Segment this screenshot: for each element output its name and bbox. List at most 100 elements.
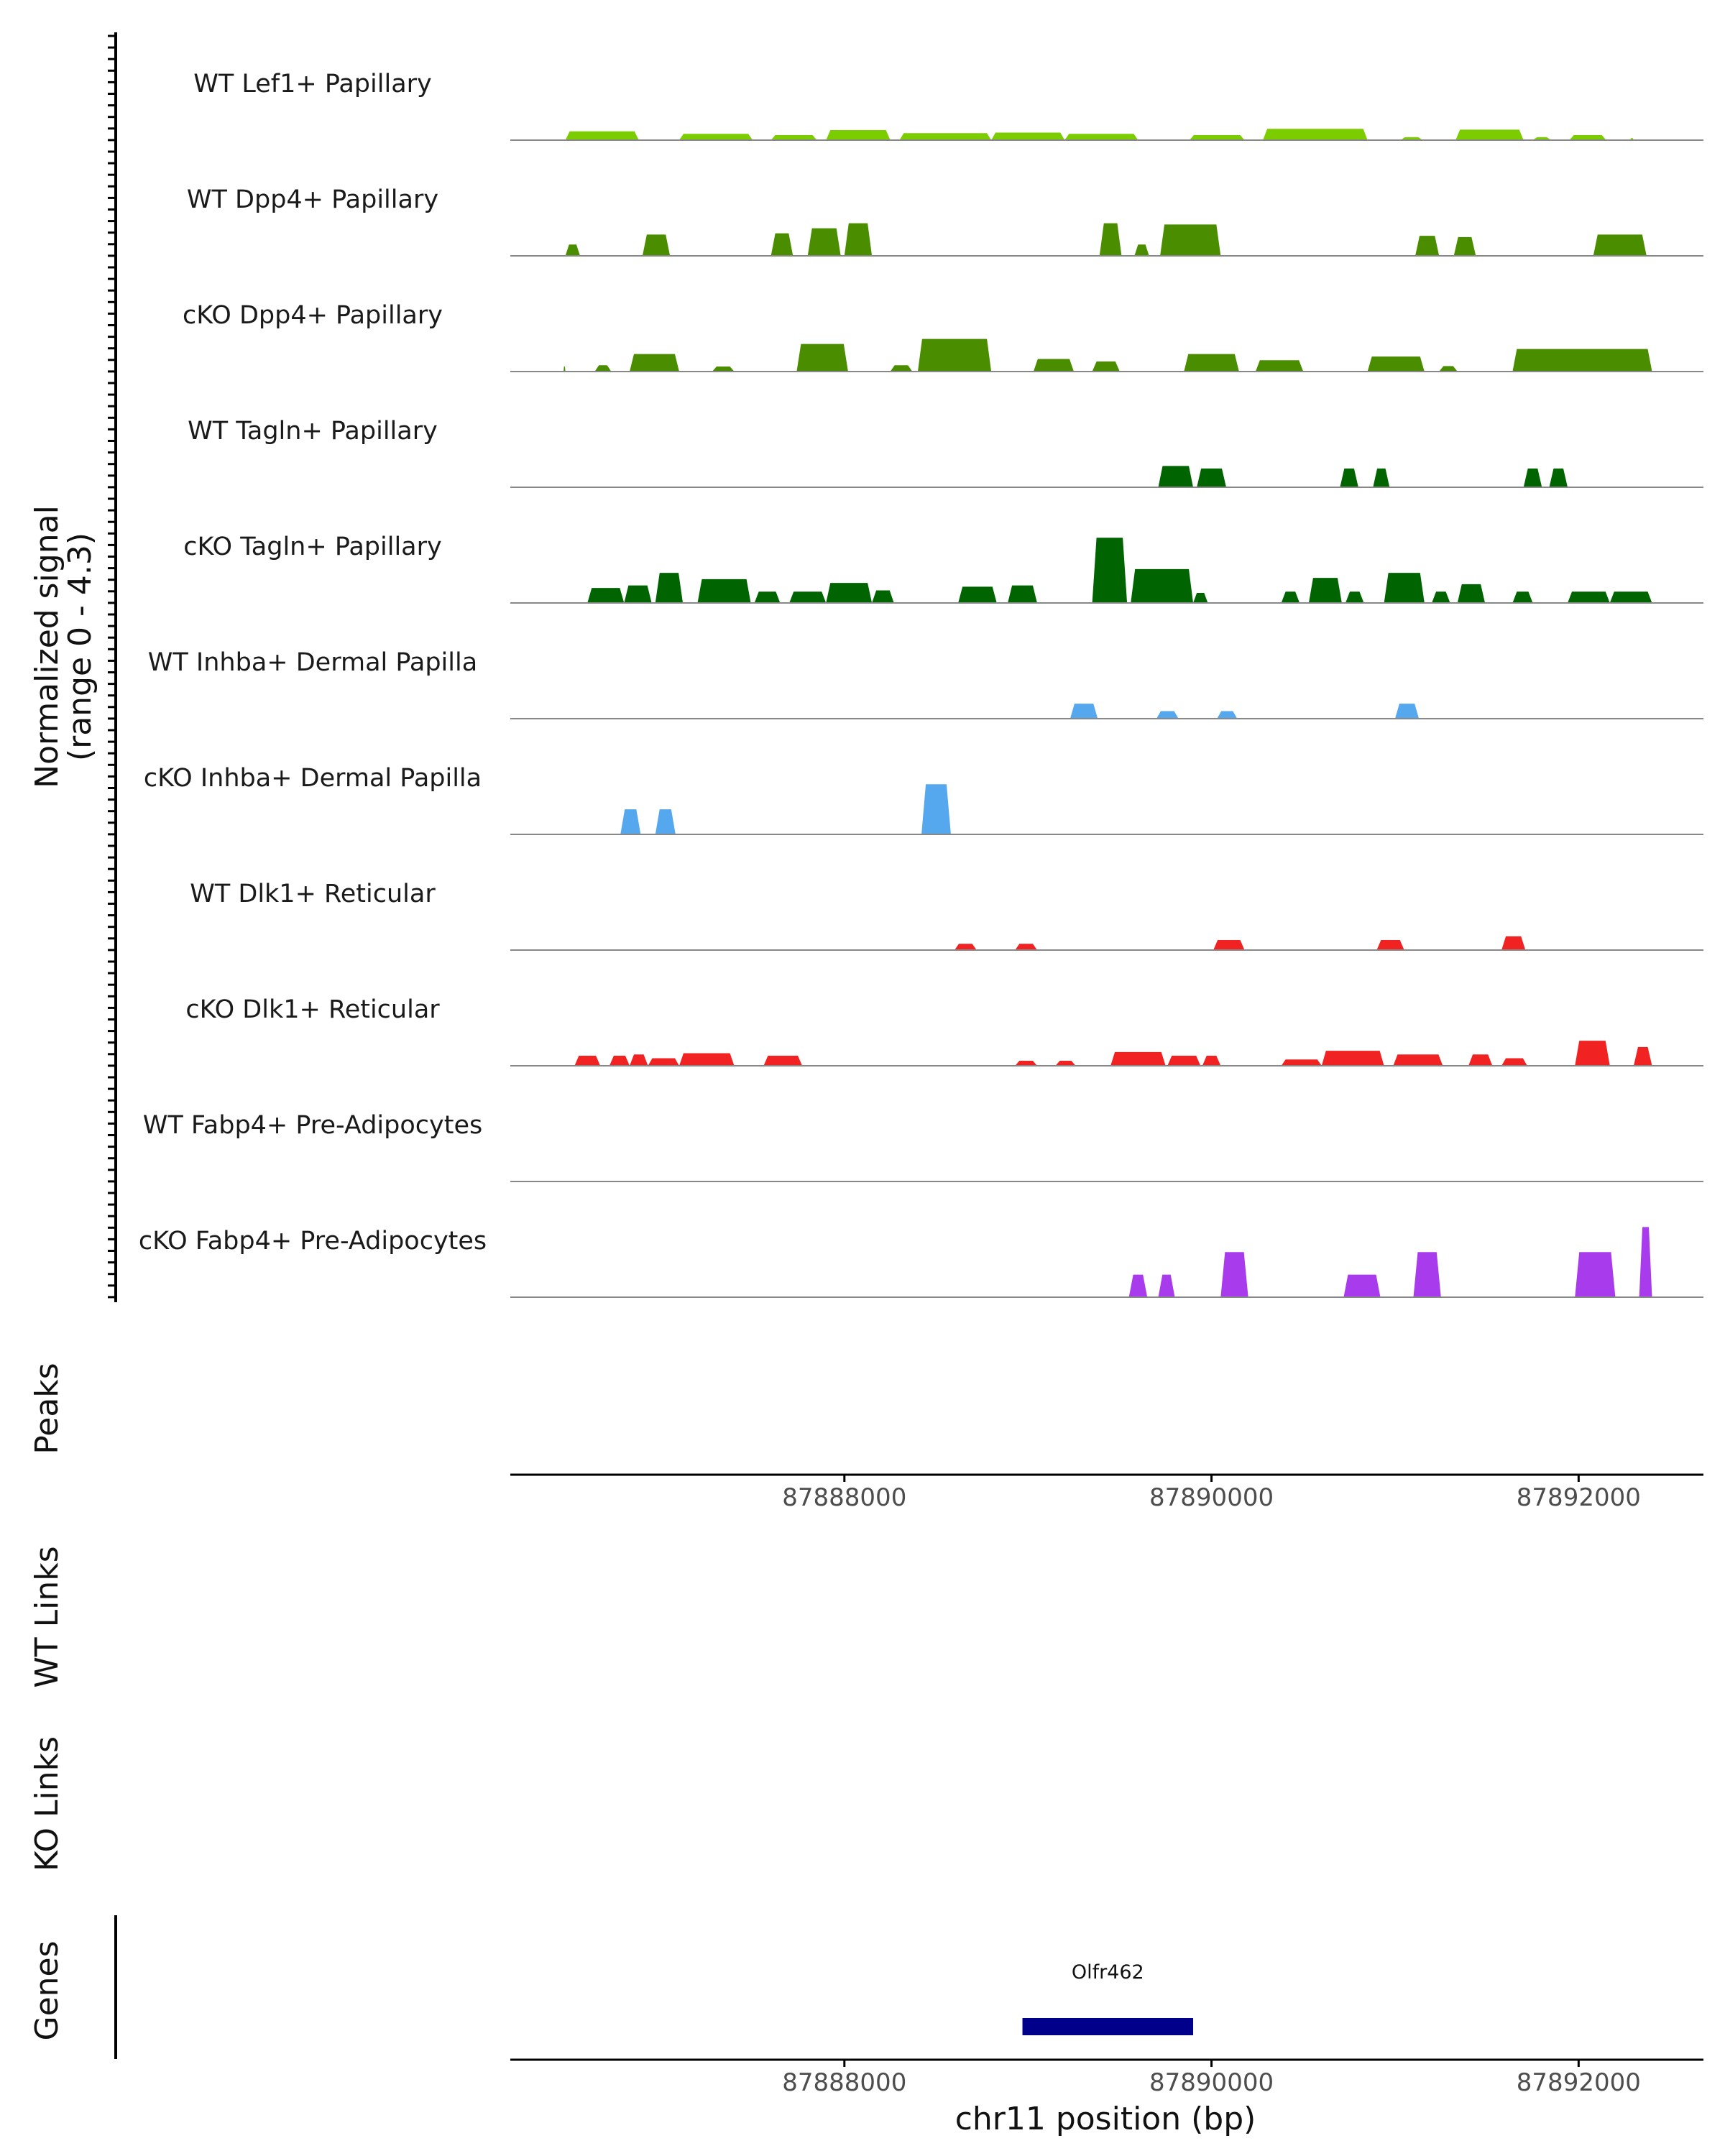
coverage-peak: [609, 1056, 630, 1066]
coverage-peak: [1281, 591, 1300, 603]
coverage-peak: [954, 944, 977, 950]
coverage-track: WT Tagln+ Papillary: [188, 417, 1703, 488]
coverage-peak: [1512, 349, 1652, 372]
coverage-peak: [648, 1058, 679, 1066]
coverage-peak: [630, 354, 679, 372]
coverage-peak: [1343, 1274, 1381, 1297]
track-label: cKO Dpp4+ Papillary: [183, 301, 443, 330]
coverage-peak: [1281, 1059, 1322, 1066]
coverage-peak: [991, 132, 1065, 140]
coverage-peak: [1015, 1061, 1037, 1066]
coverage-peak: [1321, 1051, 1384, 1066]
coverage-y-axis: [108, 32, 117, 1302]
coverage-peak: [844, 223, 873, 256]
coverage-track: cKO Dlk1+ Reticular: [185, 995, 1703, 1067]
coverage-peak: [624, 585, 652, 603]
coverage-peak: [899, 133, 992, 140]
y-axis-title-line1: Normalized signal: [29, 505, 65, 788]
coverage-peak: [1639, 1227, 1652, 1297]
coverage-peak: [565, 244, 581, 256]
coverage-peak: [1568, 591, 1610, 603]
x-axis-tick-label: 87890000: [1149, 2068, 1274, 2097]
coverage-track: WT Dpp4+ Papillary: [187, 185, 1703, 257]
coverage-peak: [1367, 356, 1425, 372]
coverage-peak: [1015, 944, 1037, 950]
coverage-peak: [1220, 1252, 1248, 1297]
coverage-peak: [1575, 1252, 1616, 1297]
coverage-peak: [826, 583, 873, 603]
coverage-peak: [1400, 137, 1423, 140]
coverage-peak: [890, 365, 913, 372]
coverage-peak: [789, 591, 827, 603]
coverage-peak: [594, 365, 612, 372]
coverage-peak: [1532, 137, 1552, 140]
coverage-peak: [1346, 591, 1364, 603]
coverage-peak: [1197, 468, 1226, 487]
coverage-peak: [630, 1054, 648, 1066]
gene-name-label: Olfr462: [1072, 1961, 1144, 1984]
coverage-peak: [770, 135, 817, 140]
coverage-peak: [1575, 1041, 1610, 1066]
coverage-peak: [1008, 585, 1037, 603]
x-axis-tick-label: 87890000: [1149, 1483, 1274, 1512]
track-label: WT Lef1+ Papillary: [193, 70, 432, 98]
coverage-track: cKO Dpp4+ Papillary: [183, 301, 1703, 372]
coverage-peak: [1255, 360, 1304, 372]
coverage-peak: [1213, 940, 1245, 950]
coverage-peak: [1131, 568, 1194, 603]
peaks-panel-label: Peaks: [29, 1363, 65, 1454]
coverage-peak: [1455, 129, 1524, 140]
coverage-peak: [587, 588, 625, 603]
coverage-track: WT Inhba+ Dermal Papilla: [148, 648, 1703, 719]
coverage-peak: [1439, 366, 1458, 372]
coverage-peak: [1202, 1056, 1221, 1066]
coverage-peak: [1376, 940, 1404, 950]
coverage-peak: [1263, 129, 1368, 140]
coverage-peak: [1033, 359, 1075, 372]
coverage-peak: [1549, 468, 1568, 487]
track-label: WT Dlk1+ Reticular: [190, 880, 436, 908]
track-label: cKO Tagln+ Papillary: [183, 533, 442, 561]
coverage-peak: [565, 131, 639, 140]
x-axis-title: chr11 position (bp): [955, 2101, 1256, 2137]
coverage-peak: [917, 338, 992, 372]
coverage-track: WT Fabp4+ Pre-Adipocytes: [143, 1111, 1703, 1182]
coverage-peak: [1468, 1054, 1493, 1066]
coverage-peak: [642, 234, 671, 256]
coverage-peak: [712, 367, 735, 372]
gene-annotations: Olfr462: [1022, 1961, 1194, 2035]
coverage-peak: [655, 809, 676, 834]
track-label: cKO Inhba+ Dermal Papilla: [144, 764, 482, 793]
track-label: WT Fabp4+ Pre-Adipocytes: [143, 1111, 482, 1140]
coverage-peak: [1593, 234, 1647, 256]
coverage-peak: [763, 1056, 803, 1066]
coverage-peak: [958, 586, 997, 603]
coverage-peak: [1167, 1056, 1201, 1066]
coverage-peak: [1134, 244, 1149, 256]
coverage-peak: [1308, 578, 1342, 603]
coverage-peak: [1413, 1252, 1441, 1297]
coverage-peak: [1501, 1058, 1527, 1066]
coverage-peak: [1189, 135, 1245, 140]
coverage-track: WT Dlk1+ Reticular: [190, 880, 1703, 951]
coverage-track: cKO Inhba+ Dermal Papilla: [144, 764, 1703, 835]
coverage-peak: [921, 784, 951, 834]
x-axis-tick-label: 87892000: [1517, 2068, 1641, 2097]
track-label: cKO Dlk1+ Reticular: [185, 995, 440, 1024]
track-label: WT Tagln+ Papillary: [188, 417, 438, 446]
coverage-track: WT Lef1+ Papillary: [193, 70, 1703, 141]
coverage-peak: [1156, 711, 1179, 719]
coverage-peak: [1158, 466, 1194, 487]
coverage-peak: [1099, 223, 1122, 256]
coverage-peak: [1393, 1054, 1443, 1066]
coverage-peak: [655, 573, 684, 603]
ko-links-panel-label: KO Links: [29, 1736, 65, 1871]
x-axis-tick-label: 87892000: [1517, 1483, 1641, 1512]
coverage-peak: [807, 228, 841, 256]
coverage-peak: [1432, 591, 1450, 603]
coverage-peak: [1160, 224, 1221, 256]
coverage-peak: [1415, 236, 1440, 256]
coverage-peak: [1340, 468, 1358, 487]
track-label: WT Inhba+ Dermal Papilla: [148, 648, 477, 677]
coverage-peak: [754, 591, 781, 603]
